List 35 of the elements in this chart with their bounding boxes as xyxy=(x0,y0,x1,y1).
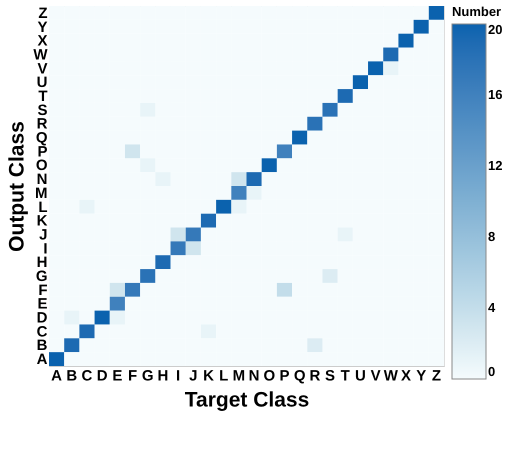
x-tick-label: Q xyxy=(294,368,306,384)
x-tick-label: H xyxy=(158,368,168,384)
x-tick-label: C xyxy=(82,368,93,384)
x-tick-label: W xyxy=(384,368,399,384)
x-tick-label: K xyxy=(203,368,214,384)
x-tick-label: R xyxy=(309,368,320,384)
color-bar-label: 16 xyxy=(488,87,502,102)
x-tick-label: A xyxy=(51,368,62,384)
x-tick-label: M xyxy=(232,368,246,384)
color-bar-label: 8 xyxy=(488,229,496,244)
x-tick-label: S xyxy=(325,368,336,384)
x-tick-label: U xyxy=(355,368,366,384)
x-axis-title: Target Class xyxy=(184,388,310,412)
x-tick-label: G xyxy=(142,368,154,384)
x-tick-label: B xyxy=(66,368,78,384)
x-tick-label: D xyxy=(96,368,108,384)
color-bar-label: 0 xyxy=(488,364,496,379)
x-tick-label: L xyxy=(219,368,228,384)
x-tick-label: J xyxy=(189,368,198,384)
color-bar-label: 12 xyxy=(488,158,502,173)
x-tick-label: O xyxy=(263,368,276,384)
x-tick-label: E xyxy=(112,368,122,384)
x-tick-label: X xyxy=(401,368,412,384)
color-bar-label: 20 xyxy=(488,22,502,37)
x-tick-label: V xyxy=(370,368,381,384)
color-bar-label: 4 xyxy=(488,300,496,315)
x-tick-label: Z xyxy=(432,368,441,384)
x-tick-label: Y xyxy=(416,368,426,384)
x-tick-label: F xyxy=(128,368,138,384)
y-axis-title: Output Class xyxy=(5,121,28,252)
x-tick-label: P xyxy=(279,368,290,384)
x-tick-label: I xyxy=(176,368,180,384)
x-tick-label: T xyxy=(340,368,350,384)
legend-title: Number xyxy=(452,4,502,19)
x-tick-label: N xyxy=(248,368,260,384)
